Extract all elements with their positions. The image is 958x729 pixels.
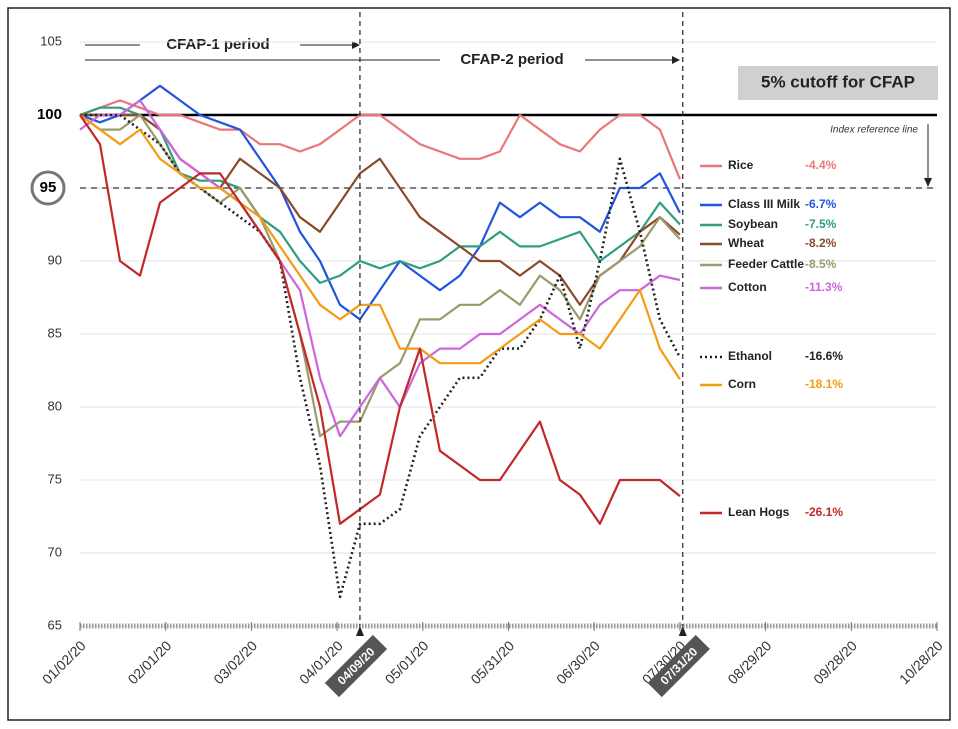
- legend-label: Corn: [728, 377, 756, 391]
- series-line: [79, 99, 681, 180]
- date-tag-bg: [324, 634, 388, 698]
- annotation: CFAP-2 period: [460, 51, 563, 68]
- x-tick-label: 09/28/20: [810, 637, 860, 687]
- arrow-head: [672, 56, 680, 64]
- legend-change: -8.5%: [805, 257, 837, 271]
- arrow-head: [924, 178, 932, 187]
- y-tick-label: 105: [40, 33, 62, 48]
- tick-circle: [30, 170, 66, 206]
- x-tick-label: 05/31/20: [467, 637, 517, 687]
- series-line: [79, 114, 681, 380]
- legend-label: Wheat: [728, 236, 764, 250]
- arrow-head: [352, 41, 360, 49]
- x-tick-label: 02/01/20: [125, 637, 175, 687]
- y-tick-label: 100: [37, 106, 62, 123]
- legend-change: -7.5%: [805, 217, 837, 231]
- y-tick-label: 80: [48, 398, 62, 413]
- legend-change: -8.2%: [805, 236, 837, 250]
- x-tick-label: 10/28/20: [896, 637, 946, 687]
- y-tick-label: 65: [48, 617, 62, 632]
- y-tick-label: 75: [48, 471, 62, 486]
- legend-change: -4.4%: [805, 158, 837, 172]
- legend-change: -16.6%: [805, 349, 843, 363]
- x-tick-label: 06/30/20: [553, 637, 603, 687]
- y-tick-label: 90: [48, 252, 62, 267]
- legend-change: -6.7%: [805, 197, 837, 211]
- legend-label: Rice: [728, 158, 754, 172]
- series-line: [79, 114, 681, 525]
- legend-label: Cotton: [728, 280, 767, 294]
- legend-label: Ethanol: [728, 349, 772, 363]
- annotation: Index reference line: [830, 125, 918, 136]
- y-tick-label: 85: [48, 325, 62, 340]
- y-tick-label: 95: [40, 179, 57, 196]
- x-tick-label: 03/02/20: [210, 637, 260, 687]
- annotation: 5% cutoff for CFAP: [761, 72, 915, 91]
- period-arrow: [355, 626, 364, 636]
- legend-change: -26.1%: [805, 505, 843, 519]
- x-tick-label: 01/02/20: [39, 637, 89, 687]
- legend-label: Lean Hogs: [728, 505, 790, 519]
- series-line: [79, 84, 681, 321]
- frame: [7, 7, 951, 721]
- legend-change: -18.1%: [805, 377, 843, 391]
- legend-label: Soybean: [728, 217, 778, 231]
- legend-label: Feeder Cattle: [728, 257, 804, 271]
- legend-label: Class III Milk: [728, 197, 800, 211]
- annotation: CFAP-1 period: [166, 36, 269, 53]
- x-tick-label: 05/01/20: [382, 637, 432, 687]
- series-line: [80, 113, 682, 599]
- period-arrow: [678, 626, 687, 636]
- cutoff-box: [738, 66, 938, 100]
- date-tag-bg: [647, 634, 710, 698]
- y-tick-label: 70: [48, 544, 62, 559]
- series-line: [79, 113, 681, 438]
- legend-change: -11.3%: [805, 280, 843, 294]
- x-tick-label: 08/29/20: [724, 637, 774, 687]
